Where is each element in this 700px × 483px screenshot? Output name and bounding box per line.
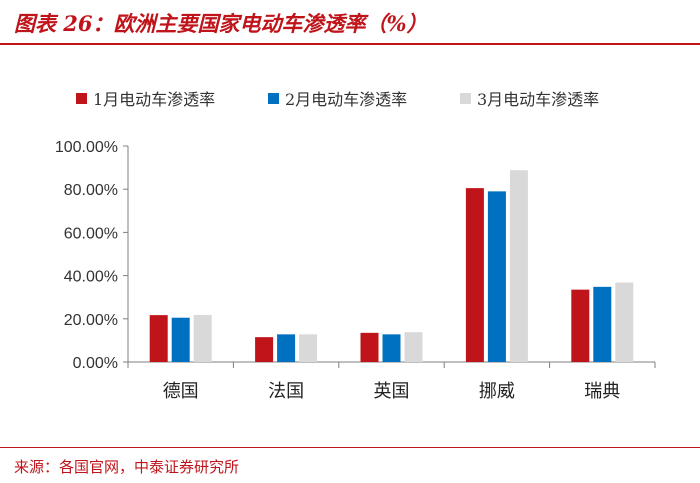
bar (509, 170, 528, 362)
source-divider (0, 447, 700, 448)
y-tick-label: 80.00% (64, 182, 118, 199)
bar (487, 191, 506, 362)
bar (149, 315, 168, 362)
bar (360, 332, 379, 362)
bar (193, 314, 212, 362)
bar (404, 332, 423, 362)
x-tick-label: 法国 (268, 381, 304, 402)
legend-item-3: 3月电动车渗透率 (460, 86, 599, 110)
bar (593, 286, 612, 362)
x-tick-label: 瑞典 (584, 381, 620, 402)
source-note: 来源：各国官网，中泰证券研究所 (14, 458, 240, 476)
legend-swatch-3 (460, 92, 471, 104)
legend-label-2: 2月电动车渗透率 (285, 90, 408, 109)
legend-label-1: 1月电动车渗透率 (93, 90, 216, 109)
legend-item-1: 1月电动车渗透率 (76, 86, 215, 110)
x-tick-label: 英国 (374, 381, 410, 402)
bar (465, 188, 484, 362)
bar (571, 289, 590, 362)
y-tick-label: 0.00% (73, 355, 118, 372)
title-bar: 图表 26：欧洲主要国家电动车渗透率（%） (0, 0, 700, 42)
legend-label-3: 3月电动车渗透率 (477, 90, 600, 109)
legend-item-2: 2月电动车渗透率 (268, 86, 407, 110)
y-tick-label: 20.00% (64, 312, 118, 329)
y-tick-label: 100.00% (55, 139, 118, 156)
title-divider (0, 43, 700, 45)
bar (615, 282, 634, 362)
y-tick-label: 40.00% (64, 269, 118, 286)
legend-swatch-2 (268, 92, 279, 104)
y-tick-label: 60.00% (64, 225, 118, 242)
legend-swatch-1 (76, 92, 87, 104)
bar (171, 317, 190, 362)
legend: 1月电动车渗透率 2月电动车渗透率 3月电动车渗透率 (0, 86, 700, 110)
bar (255, 337, 274, 362)
bar (277, 334, 296, 362)
x-tick-label: 德国 (163, 381, 199, 402)
bar (382, 334, 401, 362)
x-tick-label: 挪威 (479, 381, 515, 402)
bar (299, 334, 318, 362)
chart-title: 图表 26：欧洲主要国家电动车渗透率（%） (14, 11, 428, 36)
